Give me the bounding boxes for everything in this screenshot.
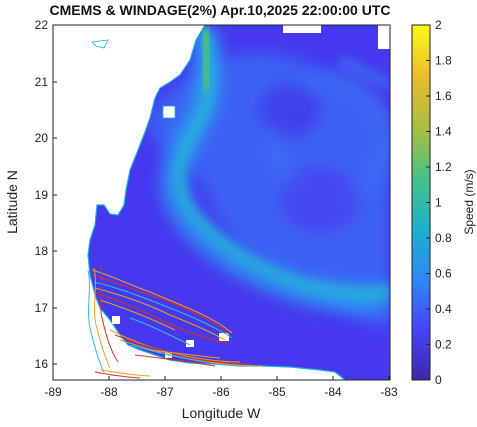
y-tick-marks (53, 24, 57, 365)
y-axis-label: Latitude N (4, 170, 20, 234)
y-tick-label: 17 (35, 301, 49, 315)
colorbar-tick-label: 1.8 (435, 54, 452, 68)
colorbar-tick-label: 0.6 (435, 267, 452, 281)
colorbar-tick-label: 0.8 (435, 231, 452, 245)
x-tick-label: -87 (156, 385, 174, 399)
y-tick-label: 18 (35, 244, 49, 258)
colorbar-tick-label: 0.2 (435, 338, 452, 352)
colorbar-tick-label: 1 (435, 196, 442, 210)
x-tick-label: -83 (380, 385, 398, 399)
colorbar-label: Speed (m/s) (462, 169, 476, 234)
colorbar-tick-marks (426, 24, 430, 381)
land-mask (53, 25, 345, 380)
colorbar-tick-label: 0.4 (435, 302, 452, 316)
x-tick-label: -88 (100, 385, 118, 399)
y-tick-label: 21 (35, 75, 49, 89)
x-tick-marks (52, 376, 390, 380)
colorbar-tick-label: 2 (435, 18, 442, 32)
map-title: CMEMS & WINDAGE(2%) Apr.10,2025 22:00:00… (49, 2, 391, 18)
colorbar-tick-label: 1.4 (435, 125, 452, 139)
y-tick-label: 22 (35, 18, 49, 32)
x-tick-label: -85 (268, 385, 286, 399)
x-tick-label: -86 (212, 385, 230, 399)
coastline (87, 25, 346, 380)
current-speed-field (53, 25, 390, 380)
y-tick-label: 19 (35, 188, 49, 202)
colorbar-tick-label: 1.2 (435, 160, 452, 174)
x-axis-label: Longitude W (182, 405, 261, 421)
x-tick-label: -84 (324, 385, 342, 399)
colorbar-tick-label: 1.6 (435, 89, 452, 103)
y-tick-label: 20 (35, 131, 49, 145)
windage-trajectories (87, 264, 263, 379)
x-tick-label: -89 (44, 385, 62, 399)
colorbar-tick-label: 0 (435, 373, 442, 387)
y-tick-label: 16 (35, 357, 49, 371)
